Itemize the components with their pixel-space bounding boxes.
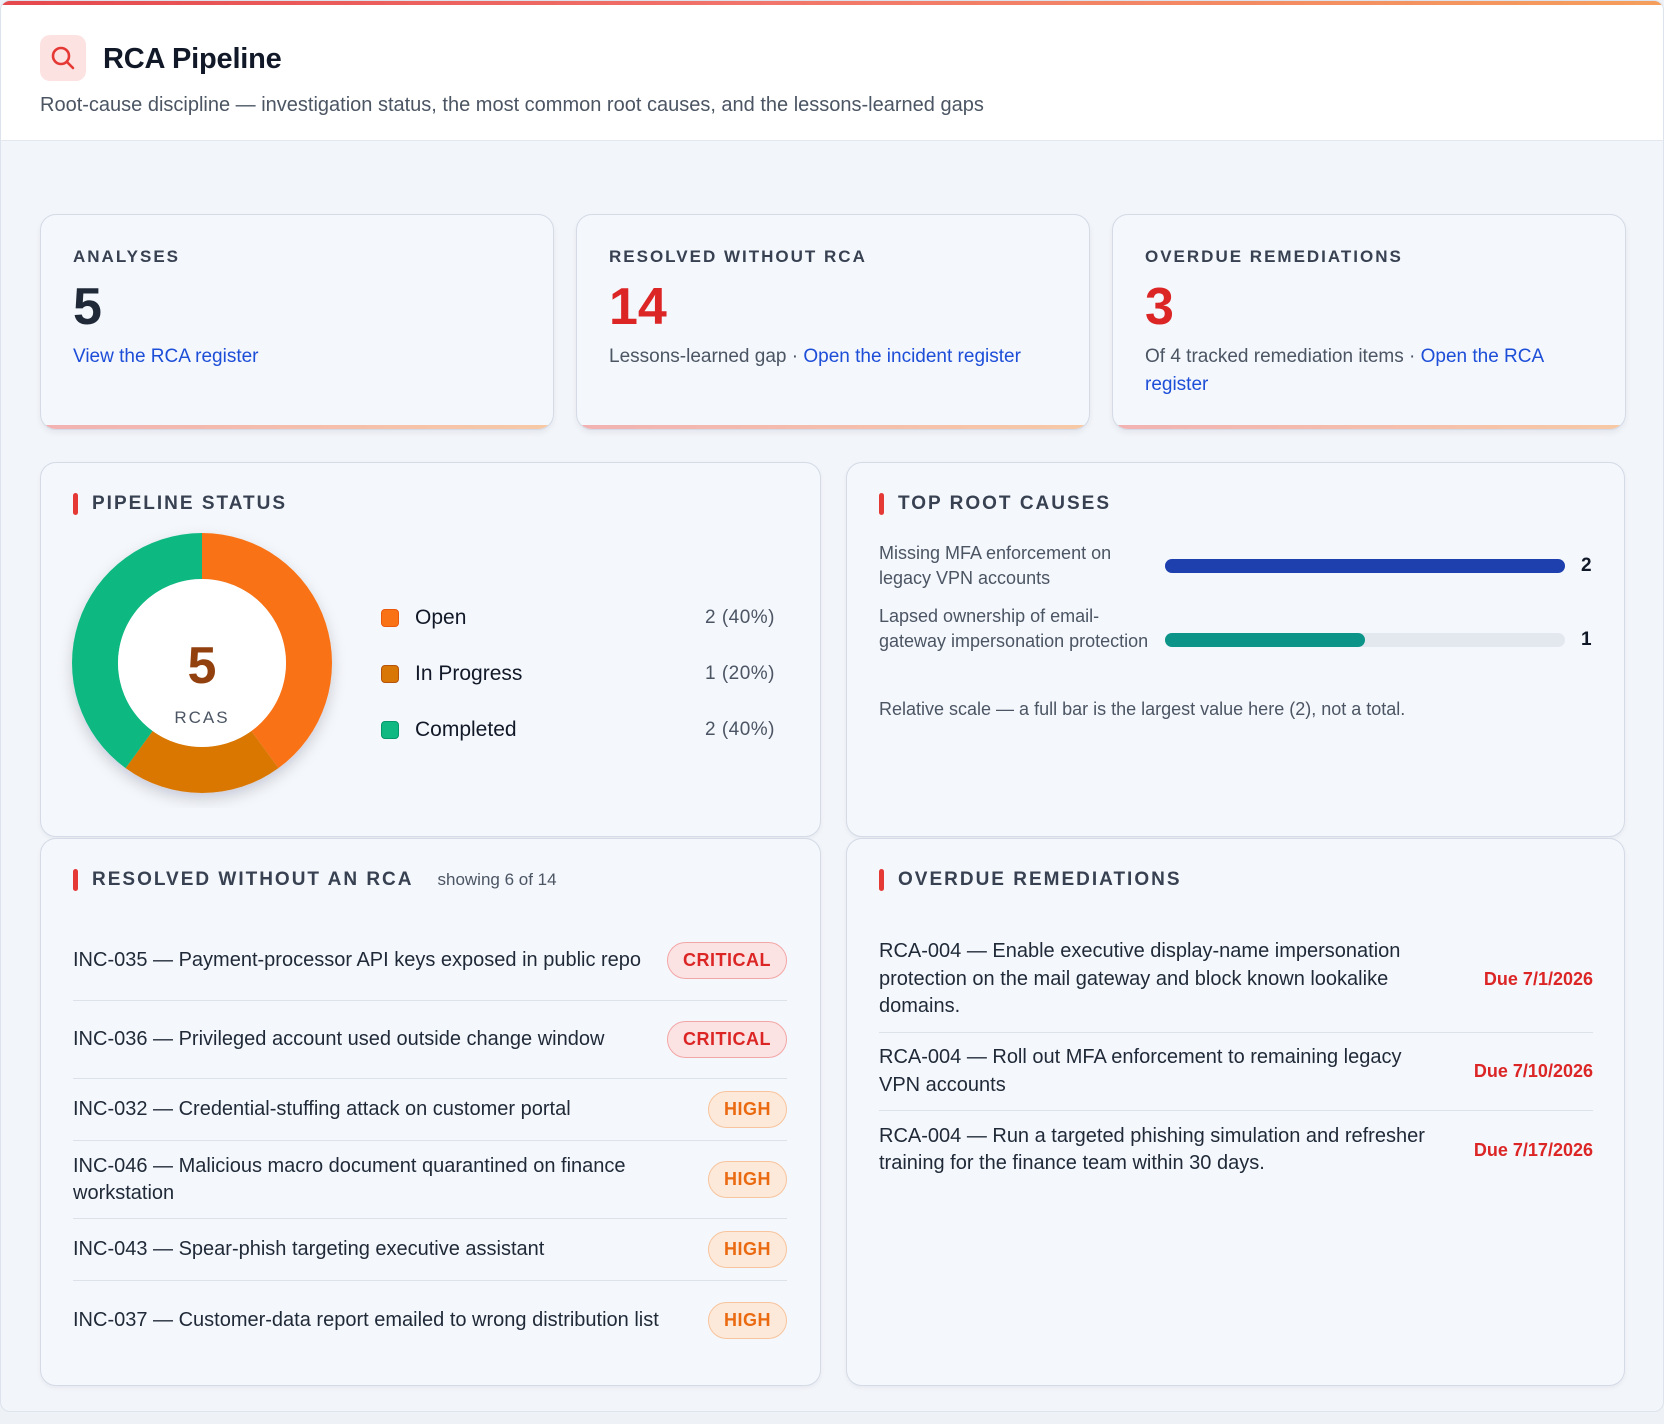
legend-label: In Progress	[415, 662, 523, 685]
panel-title-text: RESOLVED WITHOUT AN RCA	[92, 869, 414, 890]
root-cause-bar-track	[1165, 633, 1565, 647]
due-date: Due 7/10/2026	[1473, 1061, 1593, 1081]
legend-item-in-progress: In Progress 1 (20%)	[380, 659, 775, 689]
root-cause-label: Lapsed ownership of email-gateway impers…	[879, 606, 1149, 651]
root-cause-bar	[1165, 559, 1565, 573]
severity-badge: HIGH	[708, 1301, 787, 1339]
page-subtitle: Root-cause discipline — investigation st…	[40, 94, 984, 116]
legend-value: 2 (40%)	[704, 607, 775, 628]
root-cause-bar	[1165, 633, 1365, 647]
root-cause-label: Missing MFA enforcement on legacy VPN ac…	[879, 543, 1112, 588]
search-icon	[40, 35, 86, 81]
incident-row[interactable]: INC-037 — Customer-data report emailed t…	[73, 1281, 787, 1359]
remediation-row[interactable]: RCA-004 — Enable executive display-name …	[879, 927, 1593, 1033]
title-marker	[879, 493, 884, 515]
top-root-causes-panel: TOP ROOT CAUSES Missing MFA enforcement …	[846, 462, 1625, 837]
donut-center	[118, 579, 286, 747]
kpi-card-overdue-remediations: OVERDUE REMEDIATIONS 3 Of 4 tracked reme…	[1112, 214, 1626, 430]
kpi-desc-text: Of 4 tracked remediation items ·	[1145, 346, 1421, 367]
legend-label: Open	[415, 606, 467, 629]
donut-total-label: RCAS	[174, 708, 229, 727]
pipeline-donut-chart: 5 RCAS	[72, 533, 332, 793]
root-cause-count: 2	[1581, 555, 1592, 576]
rca-register-link[interactable]: Open the RCA register	[1145, 346, 1544, 395]
panel-title: RESOLVED WITHOUT AN RCA showing 6 of 14	[73, 869, 557, 891]
kpi-description: Lessons-learned gap · Open the incident …	[609, 343, 1049, 371]
rca-register-link[interactable]: View the RCA register	[73, 346, 259, 367]
kpi-value: 3	[1145, 278, 1174, 336]
legend-value: 1 (20%)	[704, 663, 775, 684]
incident-title: INC-035 — Payment-processor API keys exp…	[73, 949, 642, 971]
title-marker	[879, 869, 884, 891]
remediation-title: RCA-004 — Run a targeted phishing simula…	[879, 1124, 1425, 1175]
incident-register-link[interactable]: Open the incident register	[803, 346, 1021, 367]
showing-count: showing 6 of 14	[437, 870, 557, 889]
remediation-row[interactable]: RCA-004 — Run a targeted phishing simula…	[879, 1111, 1593, 1189]
severity-badge: CRITICAL	[667, 942, 787, 979]
kpi-description: Of 4 tracked remediation items · Open th…	[1145, 343, 1585, 399]
incident-title: INC-043 — Spear-phish targeting executiv…	[73, 1238, 545, 1260]
resolved-without-rca-panel: RESOLVED WITHOUT AN RCA showing 6 of 14 …	[40, 838, 821, 1386]
donut-segment-open	[202, 533, 332, 769]
title-marker	[73, 493, 78, 515]
kpi-desc-text: Lessons-learned gap ·	[609, 346, 804, 367]
incident-row[interactable]: INC-036 — Privileged account used outsid…	[73, 1001, 787, 1079]
remediation-title: RCA-004 — Roll out MFA enforcement to re…	[879, 1046, 1402, 1096]
incident-title: INC-046 — Malicious macro document quara…	[73, 1154, 626, 1204]
scale-note: Relative scale — a full bar is the large…	[879, 699, 1406, 719]
kpi-description: View the RCA register	[73, 343, 513, 371]
severity-badge: HIGH	[708, 1231, 787, 1268]
legend-swatch	[381, 721, 399, 739]
severity-badge: HIGH	[708, 1091, 787, 1128]
incident-title: INC-037 — Customer-data report emailed t…	[73, 1308, 659, 1331]
panel-title-text: OVERDUE REMEDIATIONS	[898, 869, 1182, 890]
panel-title-text: TOP ROOT CAUSES	[898, 493, 1111, 514]
root-cause-bar-track	[1165, 559, 1565, 573]
kpi-label: OVERDUE REMEDIATIONS	[1145, 247, 1403, 266]
remediation-title: RCA-004 — Enable executive display-name …	[879, 940, 1401, 1018]
kpi-label: ANALYSES	[73, 247, 181, 266]
legend-item-completed: Completed 2 (40%)	[380, 715, 775, 745]
incident-title: INC-036 — Privileged account used outsid…	[73, 1028, 605, 1050]
donut-total: 5	[188, 637, 217, 695]
root-cause-count: 1	[1581, 629, 1592, 650]
legend-label: Completed	[415, 718, 517, 741]
panel-title-text: PIPELINE STATUS	[92, 493, 288, 514]
panel-title: OVERDUE REMEDIATIONS	[879, 869, 1182, 891]
kpi-card-analyses: ANALYSES 5 View the RCA register	[40, 214, 554, 430]
incident-row[interactable]: INC-035 — Payment-processor API keys exp…	[73, 921, 787, 1001]
severity-badge: HIGH	[708, 1161, 787, 1198]
due-date: Due 7/1/2026	[1483, 969, 1593, 989]
incident-row[interactable]: INC-032 — Credential-stuffing attack on …	[73, 1079, 787, 1141]
legend-swatch	[381, 665, 399, 683]
kpi-card-resolved-without-rca: RESOLVED WITHOUT RCA 14 Lessons-learned …	[576, 214, 1090, 430]
donut-segment-completed	[72, 533, 202, 769]
panel-title: TOP ROOT CAUSES	[879, 493, 1111, 515]
legend-item-open: Open 2 (40%)	[380, 603, 775, 633]
kpi-value: 14	[609, 278, 667, 336]
incident-row[interactable]: INC-043 — Spear-phish targeting executiv…	[73, 1219, 787, 1281]
panel-title: PIPELINE STATUS	[73, 493, 287, 515]
due-date: Due 7/17/2026	[1473, 1139, 1593, 1160]
overdue-remediations-panel: OVERDUE REMEDIATIONS RCA-004 — Enable ex…	[846, 838, 1625, 1386]
kpi-label: RESOLVED WITHOUT RCA	[609, 247, 867, 266]
remediation-row[interactable]: RCA-004 — Roll out MFA enforcement to re…	[879, 1033, 1593, 1111]
pipeline-status-panel: PIPELINE STATUS 5 RCAS Open 2 (40%) In P…	[40, 462, 821, 837]
page-title: RCA Pipeline	[103, 43, 282, 75]
incident-row[interactable]: INC-046 — Malicious macro document quara…	[73, 1141, 787, 1219]
incident-title: INC-032 — Credential-stuffing attack on …	[73, 1098, 571, 1120]
legend-value: 2 (40%)	[704, 719, 775, 740]
donut-segment-in-progress	[125, 730, 279, 793]
kpi-value: 5	[73, 278, 102, 336]
severity-badge: CRITICAL	[667, 1021, 787, 1058]
page-header: RCA Pipeline Root-cause discipline — inv…	[1, 5, 1663, 141]
title-marker	[73, 869, 78, 891]
accent-line	[1, 1, 1663, 5]
legend-swatch	[381, 609, 399, 627]
